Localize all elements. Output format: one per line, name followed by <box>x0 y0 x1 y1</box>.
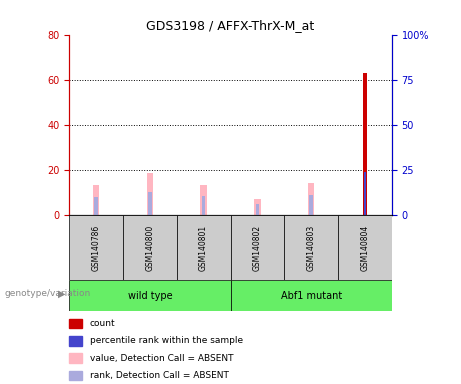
Text: count: count <box>90 319 116 328</box>
Bar <box>202 196 206 215</box>
Bar <box>230 215 284 280</box>
Bar <box>123 215 177 280</box>
Bar <box>364 172 366 215</box>
Text: ▶: ▶ <box>58 289 65 299</box>
Text: value, Detection Call = ABSENT: value, Detection Call = ABSENT <box>90 354 233 362</box>
Bar <box>148 192 152 215</box>
Text: rank, Detection Call = ABSENT: rank, Detection Call = ABSENT <box>90 371 229 380</box>
Text: genotype/variation: genotype/variation <box>5 289 91 298</box>
Bar <box>230 280 392 311</box>
Text: GSM140803: GSM140803 <box>307 225 316 271</box>
Bar <box>309 195 313 215</box>
Bar <box>147 173 153 215</box>
Bar <box>284 215 338 280</box>
Bar <box>94 197 98 215</box>
Bar <box>93 185 99 215</box>
Text: Abf1 mutant: Abf1 mutant <box>281 291 342 301</box>
Bar <box>338 215 392 280</box>
Title: GDS3198 / AFFX-ThrX-M_at: GDS3198 / AFFX-ThrX-M_at <box>147 19 314 32</box>
Text: GSM140800: GSM140800 <box>145 225 154 271</box>
Bar <box>69 371 83 380</box>
Text: GSM140802: GSM140802 <box>253 225 262 271</box>
Text: GSM140801: GSM140801 <box>199 225 208 271</box>
Bar <box>177 215 230 280</box>
Text: wild type: wild type <box>128 291 172 301</box>
Bar <box>363 73 366 215</box>
Bar <box>69 353 83 363</box>
Bar <box>69 215 123 280</box>
Bar <box>255 204 259 215</box>
Bar <box>69 319 83 328</box>
Bar <box>254 199 260 215</box>
Text: GSM140786: GSM140786 <box>92 225 100 271</box>
Bar <box>69 280 230 311</box>
Text: GSM140804: GSM140804 <box>361 225 369 271</box>
Bar <box>201 185 207 215</box>
Bar <box>308 184 314 215</box>
Text: percentile rank within the sample: percentile rank within the sample <box>90 336 243 345</box>
Bar <box>69 336 83 346</box>
